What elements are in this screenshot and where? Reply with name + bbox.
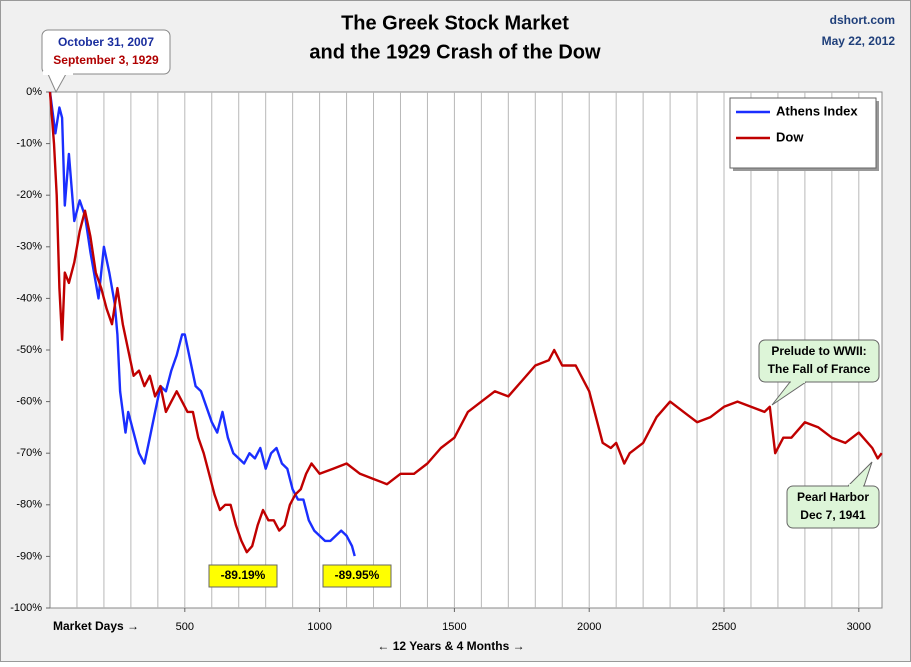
callout-box (41, 29, 171, 75)
x-axis-label: Market Days → (53, 619, 139, 633)
x-axis-span-label: ← 12 Years & 4 Months → (377, 639, 524, 653)
athens-start-label: October 31, 2007 (58, 35, 154, 49)
athens-low-callout: -89.95% (322, 564, 392, 588)
legend-label: Dow (776, 129, 804, 144)
y-tick-label: -90% (16, 550, 42, 562)
athens-low-label: -89.95% (335, 568, 380, 582)
chart-subtitle: and the 1929 Crash of the Dow (309, 41, 601, 63)
y-tick-label: -80% (16, 499, 42, 511)
pearl-note-line: Dec 7, 1941 (800, 508, 866, 522)
x-tick-label: 1000 (307, 621, 331, 633)
legend-label: Athens Index (776, 103, 858, 118)
y-tick-label: -10% (16, 138, 42, 150)
callout-box (758, 339, 880, 383)
series-line (48, 91, 356, 557)
x-tick-label: 2000 (577, 621, 601, 633)
source: dshort.com (830, 13, 895, 27)
dow-start-label: September 3, 1929 (53, 53, 159, 67)
series-line (48, 91, 883, 554)
pearl-note-line: Pearl Harbor (797, 490, 869, 504)
dow-low-callout: -89.19% (208, 564, 278, 588)
start-callout: October 31, 2007 September 3, 1929 (41, 29, 171, 94)
dow-low-label: -89.19% (221, 568, 266, 582)
y-tick-label: -100% (10, 602, 42, 614)
x-tick-label: 2500 (712, 621, 736, 633)
x-tick-label: 1500 (442, 621, 466, 633)
y-tick-label: -70% (16, 447, 42, 459)
x-tick-label: 500 (176, 621, 194, 633)
date: May 22, 2012 (822, 34, 896, 48)
x-tick-label: 3000 (847, 621, 871, 633)
chart-title: The Greek Stock Market (341, 12, 569, 34)
y-tick-label: -20% (16, 189, 42, 201)
legend-box (729, 97, 877, 169)
label-box (322, 564, 392, 588)
y-tick-label: -40% (16, 292, 42, 304)
y-tick-label: -60% (16, 396, 42, 408)
y-tick-label: -30% (16, 241, 42, 253)
france-callout: Prelude to WWII: The Fall of France (758, 339, 880, 406)
grid (46, 91, 860, 612)
pearl-harbor-callout: Pearl Harbor Dec 7, 1941 (786, 461, 880, 529)
y-tick-label: 0% (26, 86, 42, 98)
france-note-line: Prelude to WWII: (771, 344, 866, 358)
france-note-line: The Fall of France (768, 362, 871, 376)
lines (48, 91, 883, 557)
legend: Athens Index Dow (729, 97, 879, 171)
label-box (208, 564, 278, 588)
y-tick-label: -50% (16, 344, 42, 356)
callout-box (786, 485, 880, 529)
